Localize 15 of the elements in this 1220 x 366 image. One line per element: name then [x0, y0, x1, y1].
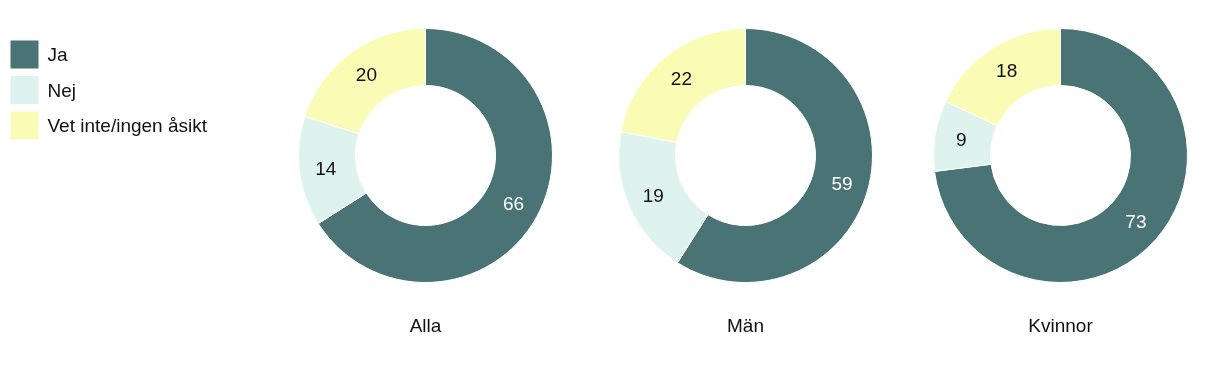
legend-label: Vet inte/ingen åsikt	[47, 115, 208, 136]
data-label: 22	[670, 67, 693, 89]
slice-label: Kvinnor	[1028, 315, 1094, 336]
data-label: 19	[642, 184, 664, 206]
data-label: 66	[503, 193, 525, 215]
data-label: 14	[315, 157, 337, 179]
legend-label: Nej	[47, 79, 77, 101]
data-label: 18	[996, 60, 1018, 82]
data-label: 59	[831, 173, 853, 195]
data-label: 9	[955, 129, 967, 151]
data-label: 73	[1125, 211, 1147, 233]
legend-label: Ja	[47, 44, 68, 65]
slice-label: Alla	[409, 315, 442, 336]
data-label: 20	[355, 63, 377, 85]
slice-label: Män	[727, 315, 764, 336]
